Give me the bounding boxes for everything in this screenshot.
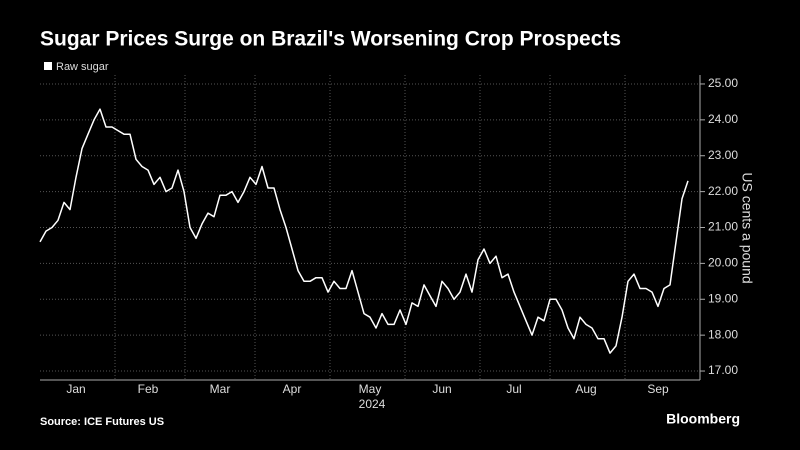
y-tick-label: 24.00 bbox=[708, 112, 738, 126]
y-axis-label: US cents a pound bbox=[739, 172, 755, 283]
x-tick-label: Sep bbox=[647, 382, 669, 396]
x-tick-label: Mar bbox=[210, 382, 231, 396]
y-tick-label: 21.00 bbox=[708, 220, 738, 234]
y-tick-label: 23.00 bbox=[708, 148, 738, 162]
source: Source: ICE Futures US bbox=[40, 416, 164, 428]
y-tick-label: 18.00 bbox=[708, 327, 738, 341]
series-line bbox=[39, 108, 689, 354]
year-label: 2024 bbox=[359, 397, 386, 411]
y-tick-label: 17.00 bbox=[708, 363, 738, 377]
brand: Bloomberg bbox=[666, 411, 740, 427]
y-tick-label: 19.00 bbox=[708, 291, 738, 305]
y-tick-label: 20.00 bbox=[708, 256, 738, 270]
x-tick-label: Apr bbox=[283, 382, 302, 396]
legend-label: Raw sugar bbox=[56, 61, 109, 73]
x-tick-label: May bbox=[359, 382, 382, 396]
y-tick-label: 25.00 bbox=[708, 76, 738, 90]
x-tick-label: Jun bbox=[432, 382, 451, 396]
x-tick-label: Feb bbox=[138, 382, 159, 396]
x-tick-label: Jul bbox=[506, 382, 521, 396]
x-tick-label: Jan bbox=[66, 382, 85, 396]
chart-title: Sugar Prices Surge on Brazil's Worsening… bbox=[40, 28, 621, 51]
legend-swatch bbox=[44, 62, 52, 70]
x-tick-label: Aug bbox=[575, 382, 596, 396]
y-tick-label: 22.00 bbox=[708, 184, 738, 198]
